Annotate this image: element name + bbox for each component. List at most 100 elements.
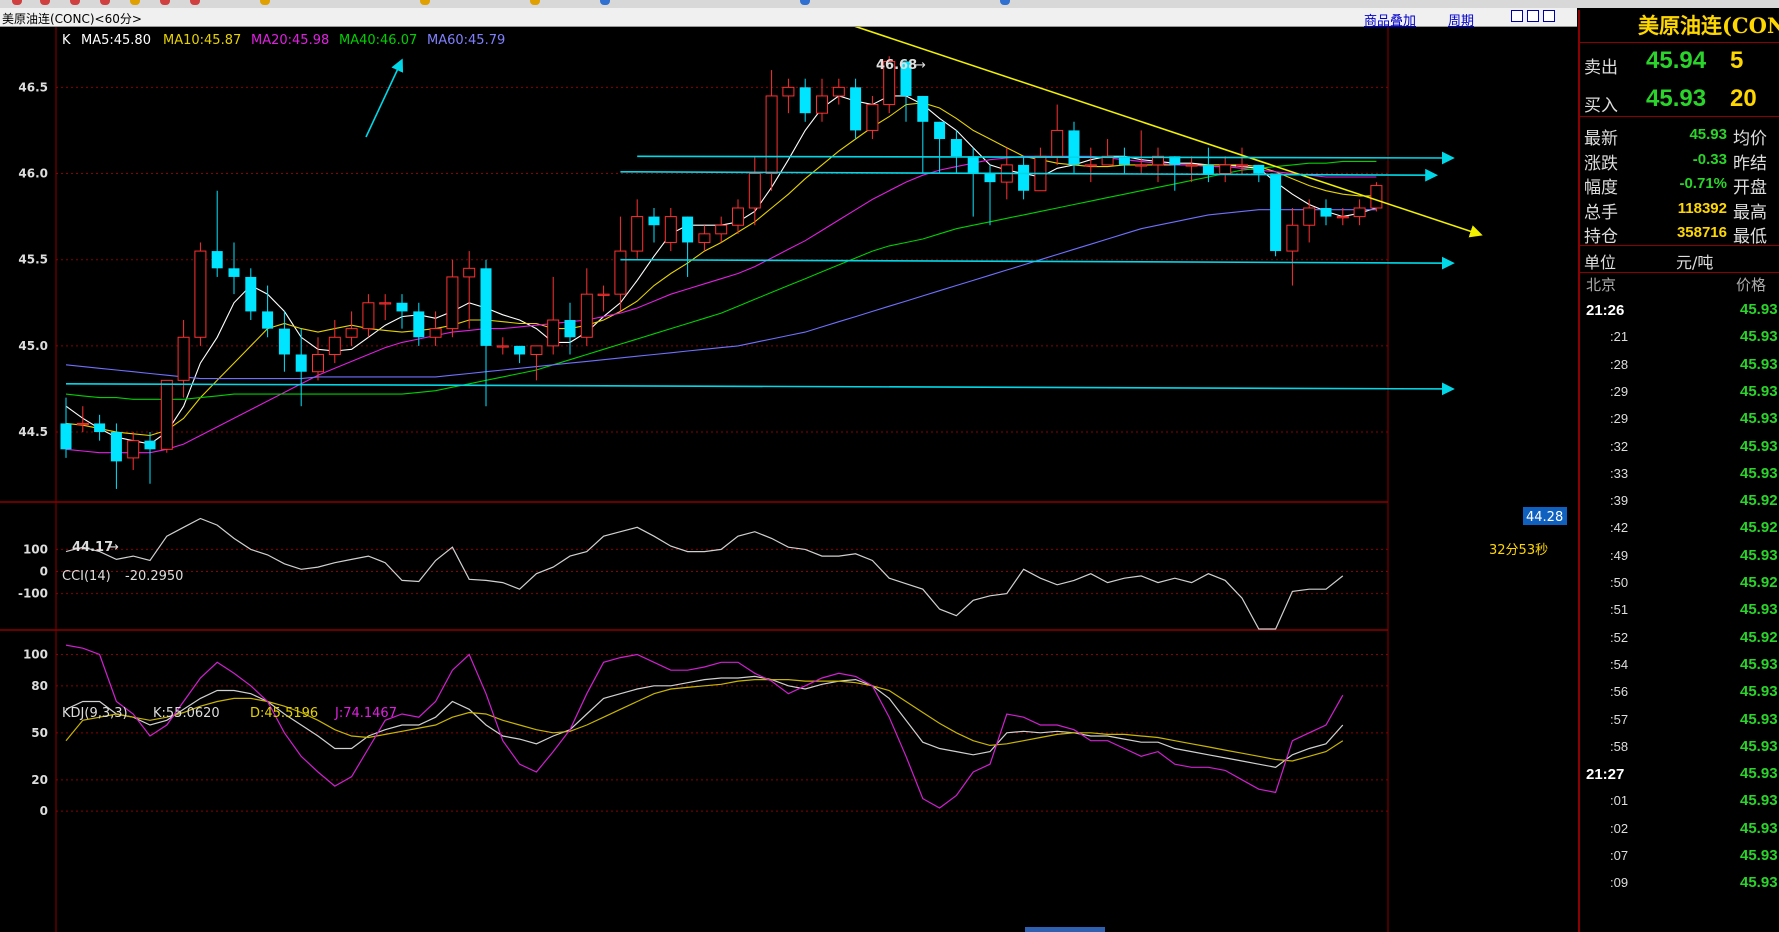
tick-price: 45.92 [1740, 628, 1778, 646]
candle-body-down [564, 320, 576, 338]
candle-body-up [816, 95, 828, 114]
tick-time: :57 [1610, 711, 1629, 727]
stat-label-right: 昨结 [1733, 153, 1767, 174]
product-overlay-menu[interactable]: 商品叠加 [1364, 14, 1417, 29]
candle-body-down [1320, 207, 1332, 217]
candle-body-up [177, 336, 190, 381]
kdj-k-line [65, 675, 1344, 768]
toolbar-icon[interactable] [70, 0, 80, 5]
indicator-tick-label: 50 [31, 726, 48, 740]
tick-time: :50 [1610, 575, 1629, 590]
stat-value: 45.93 [1689, 126, 1727, 143]
chart-background [0, 27, 1577, 932]
candle-body-up [580, 293, 593, 338]
candle-body-down [1068, 130, 1080, 165]
candle-body-up [748, 173, 761, 209]
tick-time: :29 [1610, 411, 1629, 427]
candlesticks [60, 56, 1383, 489]
tick-time: :49 [1610, 547, 1629, 563]
price-tick-label: 46.0 [18, 167, 48, 181]
tick-price: 45.93 [1740, 765, 1778, 783]
candle-body-up [1336, 216, 1349, 219]
kline-chart[interactable]: 44.5 45.0 45.5 46.0 46.5 100 0 -100 100 80 50 20 0… [0, 27, 1577, 932]
chart-titlebar: 美原油连(CONC)<60分> 商品叠加 周期 [0, 8, 1577, 29]
indicator-tick-label: 100 [23, 542, 48, 556]
toolbar-icon[interactable] [1000, 0, 1010, 5]
toolbar-icon[interactable] [190, 0, 200, 5]
candle-body-up [379, 302, 392, 305]
tick-price: 45.93 [1740, 410, 1778, 428]
toolbar-icon[interactable] [160, 0, 170, 5]
kdj-label: KDJ(9,3,3) [62, 706, 128, 721]
candle-body-up [463, 267, 476, 278]
buy-label: 买入 [1584, 96, 1618, 116]
candle-body-down [648, 216, 660, 226]
candle-body-down [950, 139, 962, 157]
stat-value: 358716 [1676, 224, 1727, 241]
sell-volume: 5 [1730, 47, 1744, 74]
indicator-tick-label: 100 [23, 648, 48, 662]
indicator-tick-label: 0 [40, 804, 48, 818]
bar-countdown: 32分53秒 [1489, 543, 1548, 558]
candle-body-down [1253, 164, 1265, 174]
toolbar-icon[interactable] [600, 0, 610, 5]
toolbar-icon[interactable] [260, 0, 270, 5]
candle-body-up [328, 336, 341, 355]
stat-label-right: 最低 [1733, 227, 1767, 247]
tick-time: :01 [1610, 793, 1629, 809]
candle-body-down [396, 302, 408, 312]
restore-icon[interactable] [1511, 10, 1523, 22]
tick-time: :58 [1610, 738, 1629, 754]
period-menu[interactable]: 周期 [1448, 14, 1475, 29]
candle-body-up [1353, 207, 1366, 218]
candle-body-down [1270, 173, 1282, 252]
candle-body-down [850, 87, 862, 131]
tick-price: 45.93 [1740, 355, 1778, 373]
candle-body-up [1236, 164, 1248, 167]
candle-body-up [345, 328, 358, 338]
kdj-d-value: D:45.5196 [250, 706, 318, 721]
tick-price: 45.93 [1740, 847, 1778, 864]
tick-price: 45.93 [1740, 655, 1778, 673]
candle-body-down [1202, 164, 1214, 174]
toolbar-icon[interactable] [800, 0, 810, 5]
candle-body-up [194, 250, 207, 338]
candle-body-up [597, 293, 610, 296]
toolbar-icon[interactable] [100, 0, 110, 5]
candle-body-down [917, 95, 929, 122]
tick-price: 45.92 [1740, 492, 1778, 510]
toolbar-icon[interactable] [530, 0, 540, 5]
candle-body-down [413, 311, 425, 338]
price-tick-label: 46.5 [18, 80, 48, 94]
buy-price: 45.93 [1646, 85, 1707, 112]
candle-body-up [698, 233, 711, 243]
tick-price: 45.93 [1740, 328, 1778, 346]
tick-price: 45.93 [1740, 792, 1778, 810]
indicator-k-label: K [62, 33, 71, 48]
candle-body-up [127, 440, 140, 459]
tick-time: 21:26 [1586, 302, 1625, 319]
candle-body-up [496, 345, 509, 348]
list-icon[interactable] [1543, 10, 1555, 22]
stat-label: 幅度 [1584, 178, 1618, 198]
candle-body-down [60, 423, 72, 450]
candle-body-up [429, 328, 442, 338]
toolbar-icon[interactable] [130, 0, 140, 5]
layout-icon[interactable] [1527, 10, 1539, 22]
tick-price: 45.93 [1740, 546, 1778, 564]
candle-body-up [547, 319, 560, 347]
candle-body-down [1018, 164, 1030, 191]
candle-body-down [984, 173, 996, 183]
kdj-j-line [65, 644, 1344, 809]
toolbar-icon[interactable] [420, 0, 430, 5]
candle-body-down [245, 276, 257, 312]
support-line [65, 382, 1455, 396]
tick-time: :33 [1610, 465, 1629, 481]
buy-volume: 20 [1730, 85, 1757, 112]
toolbar-icon[interactable] [40, 0, 50, 5]
candle-body-up [1370, 185, 1383, 209]
toolbar-icon[interactable] [12, 0, 22, 5]
unit-value: 元/吨 [1676, 253, 1714, 272]
candle-body-up [866, 104, 879, 131]
candle-body-up [312, 353, 324, 373]
